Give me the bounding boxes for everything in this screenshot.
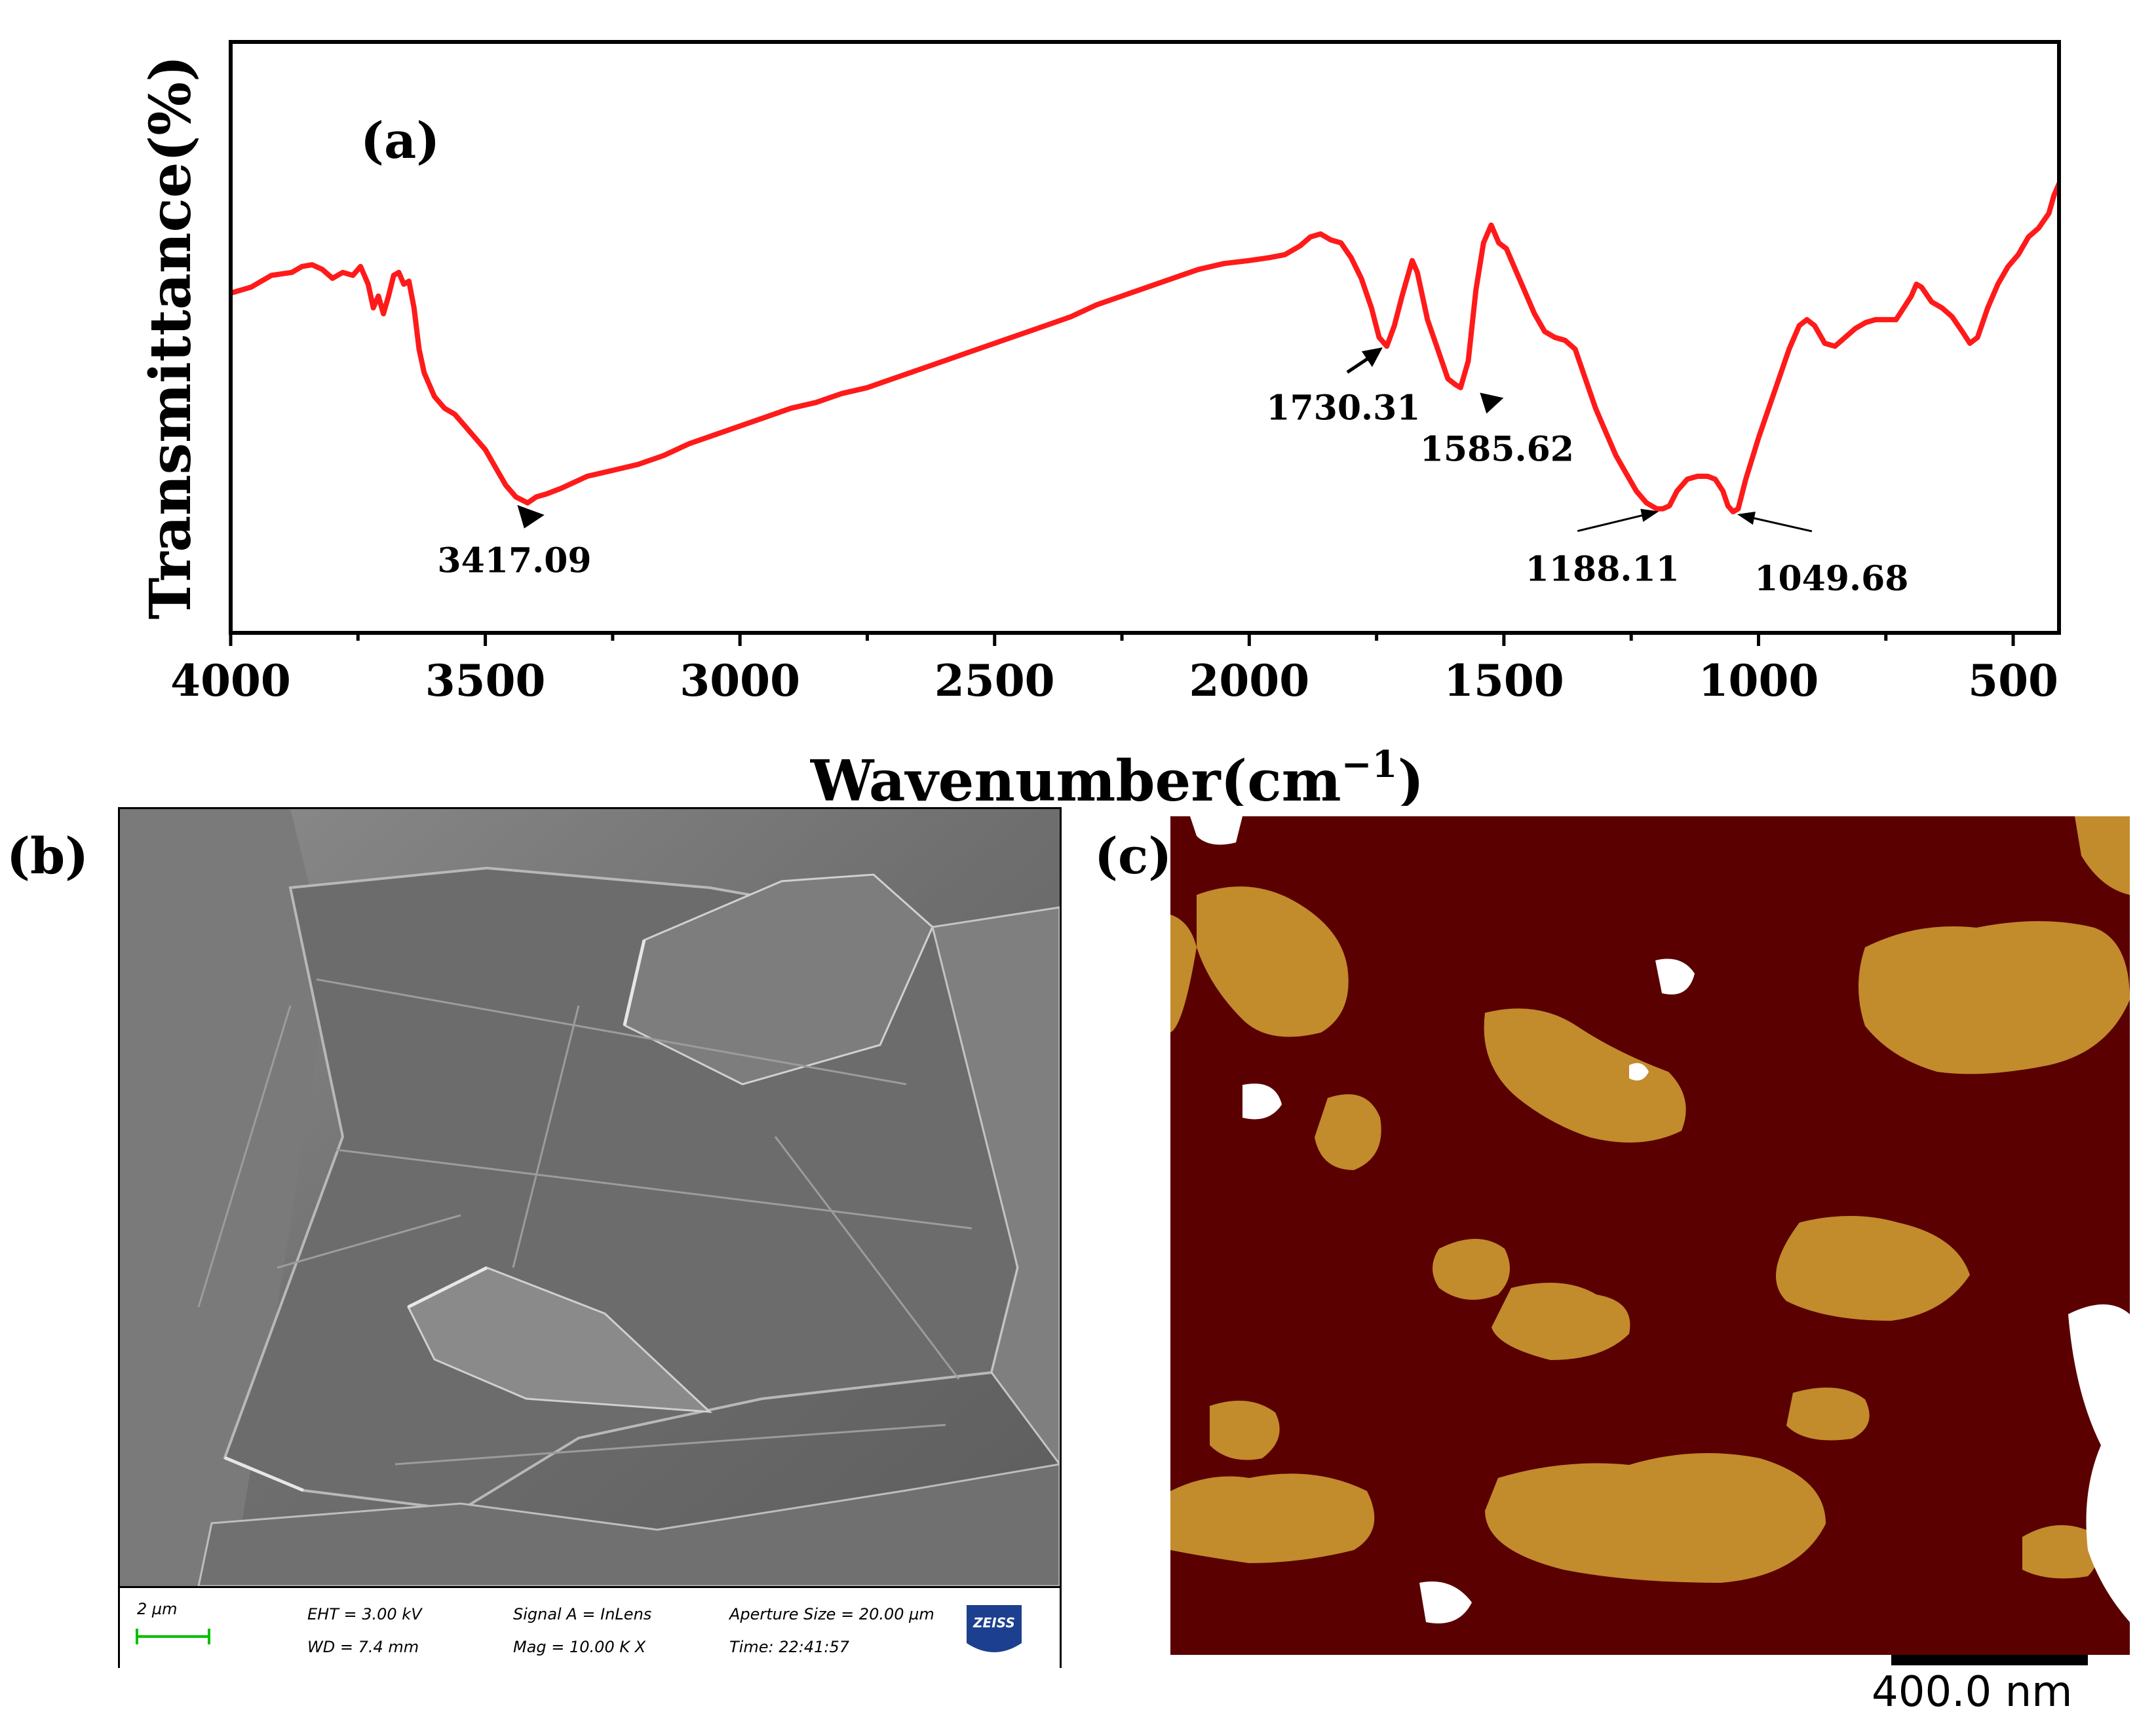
afm-flake: [1492, 1283, 1630, 1360]
sem-sheet-right: [931, 906, 1060, 1466]
sem-scale-bar: [136, 1629, 210, 1644]
afm-highlight: [1655, 958, 1695, 994]
annotation-arrow: [517, 504, 545, 529]
afm-flake: [1170, 1473, 1375, 1563]
afm-highlight: [1190, 816, 1242, 845]
annotation-arrowhead: [1361, 347, 1383, 368]
annotation-arrow: [1577, 512, 1654, 533]
sem-bright-edge: [224, 939, 646, 1492]
annotation-label: 1585.62: [1420, 429, 1574, 469]
sem-time: Time: 22:41:57: [729, 1638, 849, 1656]
sem-eht: EHT = 3.00 kV: [307, 1605, 422, 1623]
afm-flake: [1197, 886, 1349, 1037]
annotation-arrow: [1480, 392, 1504, 414]
afm-flake: [1858, 921, 2130, 1074]
annotation-arrowhead: [1737, 511, 1756, 525]
sem-aperture: Aperture Size = 20.00 µm: [729, 1605, 934, 1623]
annotation-label: 1730.31: [1266, 388, 1420, 428]
afm-flake: [1485, 1453, 1826, 1583]
afm-flake: [1484, 1008, 1686, 1143]
sem-mag: Mag = 10.00 K X: [513, 1638, 646, 1656]
afm-flake: [1315, 1094, 1381, 1170]
x-axis-label-main: Wavenumber(cm: [810, 748, 1341, 806]
sem-wrinkle-lines: [197, 978, 972, 1466]
annotation-label: 3417.09: [437, 541, 591, 581]
sem-sheet-bottom: [197, 1463, 1060, 1586]
panel-label-b: (b): [7, 827, 89, 885]
afm-scale-label: 400.0 nm: [1872, 1668, 2073, 1716]
afm-flake: [1776, 1216, 1970, 1321]
y-axis-label: Transmittance(%): [138, 55, 204, 619]
annotation-label: 1049.68: [1754, 559, 1908, 599]
afm-flake: [2075, 816, 2130, 895]
sem-sheet-background-left: [120, 809, 330, 1586]
x-tick-label: 3500: [425, 655, 546, 706]
afm-scale-bar: [1891, 1655, 2088, 1665]
afm-highlight: [1419, 1581, 1472, 1623]
afm-highlights: [1190, 816, 2130, 1623]
sem-scale-label: 2 µm: [137, 1600, 178, 1618]
sem-flake-top: [623, 873, 934, 1086]
x-tick-label: 2000: [1189, 655, 1309, 706]
x-tick-label: 3000: [680, 655, 800, 706]
afm-highlight: [1242, 1084, 1282, 1120]
x-tick-label: 500: [1968, 655, 2058, 706]
sem-wd: WD = 7.4 mm: [307, 1638, 419, 1656]
x-tick-label: 1500: [1444, 655, 1564, 706]
annotation-label: 1188.11: [1526, 550, 1680, 590]
zeiss-logo: ZEISS: [964, 1602, 1024, 1657]
x-axis-tick-labels: 4000 3500 3000 2500 2000 1500 1000 500: [170, 655, 2058, 706]
panel-label-a: (a): [360, 111, 440, 170]
ftir-chart: 4000 3500 3000 2500 2000 1500 1000 500 3417.09 1…: [138, 40, 2061, 806]
x-axis-label-superscript: −1: [1341, 743, 1398, 786]
afm-flake: [2022, 1525, 2098, 1579]
sem-info-bar: 2 µm EHT = 3.00 kV WD = 7.4 mm Signal A …: [120, 1586, 1060, 1668]
x-tick-label: 1000: [1699, 655, 1819, 706]
plot-frame: [229, 40, 2061, 635]
afm-image: [1170, 816, 2130, 1655]
afm-flake: [1210, 1401, 1280, 1460]
sem-panel: 2 µm EHT = 3.00 kV WD = 7.4 mm Signal A …: [118, 807, 1062, 1668]
sem-micrograph: [120, 809, 1060, 1586]
x-tick-label: 2500: [934, 655, 1055, 706]
x-tick-label: 4000: [170, 655, 291, 706]
zeiss-logo-text: ZEISS: [972, 1615, 1015, 1631]
x-axis-label: Wavenumber(cm−1): [810, 743, 1424, 806]
x-axis-label-close: ): [1397, 748, 1424, 806]
afm-highlight: [1629, 1063, 1649, 1081]
spectrum-line: [231, 181, 2059, 515]
sem-signal: Signal A = InLens: [513, 1605, 652, 1623]
afm-highlight: [2068, 1304, 2130, 1622]
afm-flakes: [1170, 816, 2130, 1583]
annotation-arrowhead: [1640, 508, 1659, 522]
panel-label-c: (c): [1094, 827, 1172, 885]
afm-flake: [1786, 1388, 1870, 1441]
afm-flake: [1433, 1239, 1510, 1300]
afm-flake: [1170, 915, 1197, 1032]
